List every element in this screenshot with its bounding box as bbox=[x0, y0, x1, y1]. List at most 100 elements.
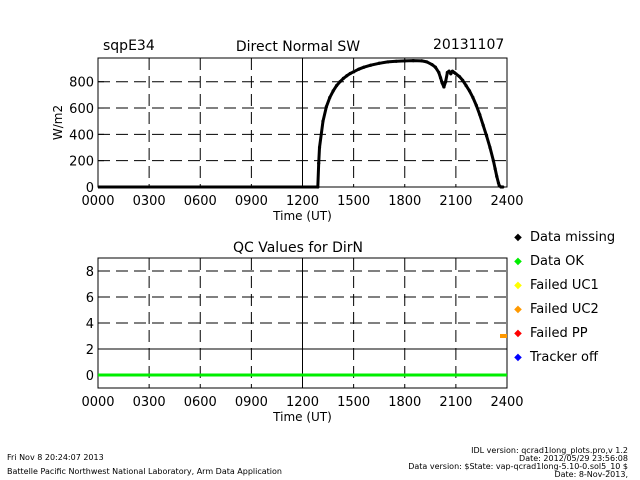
dirn-data-point bbox=[357, 67, 361, 71]
dirn-data-point bbox=[495, 174, 499, 179]
dirn-data-point bbox=[369, 63, 373, 67]
x-axis-label: Time (UT) bbox=[272, 209, 332, 223]
dirn-data-point bbox=[316, 185, 320, 189]
dirn-data-point bbox=[403, 59, 407, 63]
x-axis-label: Time (UT) bbox=[272, 410, 332, 424]
dirn-data-point bbox=[454, 72, 458, 76]
footer-date2: Date: 8-Nov-2013, bbox=[554, 470, 628, 479]
dirn-data-point bbox=[471, 95, 475, 100]
y-tick-label: 6 bbox=[86, 291, 94, 306]
dirn-data-point bbox=[317, 161, 321, 165]
dirn-data-point bbox=[317, 145, 322, 150]
dirn-data-point bbox=[440, 81, 444, 85]
dirn-data-point bbox=[474, 103, 478, 107]
dirn-data-point bbox=[420, 59, 424, 63]
legend-label: Failed UC1 bbox=[530, 278, 599, 293]
x-tick-label: 0600 bbox=[184, 194, 217, 209]
dirn-data-point bbox=[467, 89, 472, 93]
direct-normal-plot: 0000 0300 0600 0900 1200 1500 1800 2100 2400 0 200… bbox=[51, 57, 524, 223]
date-label: 20131107 bbox=[433, 37, 504, 53]
x-tick-label: 1200 bbox=[286, 194, 319, 209]
y-tick-label: 400 bbox=[69, 128, 94, 143]
dirn-data-point bbox=[430, 62, 434, 67]
dirn-data-point bbox=[328, 95, 332, 100]
dirn-data-point bbox=[444, 80, 448, 84]
footer-idl-version: IDL version: qcrad1long_plots.pro,v 1.2 bbox=[471, 446, 628, 455]
dirn-data-point bbox=[481, 123, 485, 127]
dirn-data-point bbox=[433, 65, 438, 69]
dirn-data-point bbox=[324, 105, 328, 109]
x-tick-label: 1800 bbox=[388, 194, 421, 209]
dirn-data-point bbox=[464, 84, 468, 88]
legend-marker: ◆ bbox=[514, 304, 522, 315]
qc-marker bbox=[500, 334, 507, 338]
dirn-data-point bbox=[334, 84, 339, 88]
x-tick-label: 1500 bbox=[337, 395, 370, 410]
dirn-data-point bbox=[478, 113, 482, 117]
dirn-data-point bbox=[425, 60, 429, 64]
dirn-data-point bbox=[461, 78, 465, 82]
dirn-data-point bbox=[501, 185, 505, 189]
dirn-data-point bbox=[488, 145, 492, 150]
dirn-data-point bbox=[348, 71, 352, 76]
dirn-data-point bbox=[352, 70, 356, 74]
dirn-data-point bbox=[447, 69, 451, 73]
x-tick-label: 2400 bbox=[490, 194, 523, 209]
dirn-data-point bbox=[331, 89, 335, 93]
dirn-data-point bbox=[438, 76, 443, 80]
dirn-data-point bbox=[338, 80, 342, 84]
legend-marker: ◆ bbox=[514, 280, 522, 291]
legend-marker: ◆ bbox=[514, 232, 522, 243]
legend-marker: ◆ bbox=[514, 256, 522, 267]
dirn-data-point bbox=[496, 181, 501, 185]
x-tick-label: 0000 bbox=[81, 395, 114, 410]
legend-label: Data OK bbox=[530, 254, 584, 269]
legend-label: Failed UC2 bbox=[530, 302, 599, 317]
dirn-series-line bbox=[98, 59, 503, 189]
x-tick-label: 0900 bbox=[235, 194, 268, 209]
qc-values-plot: 0000 0300 0600 0900 1200 1500 1800 2100 2400 0 2 4 6… bbox=[81, 257, 524, 424]
x-tick-label: 1200 bbox=[286, 395, 319, 410]
legend-label: Data missing bbox=[530, 230, 615, 245]
chart-title: Direct Normal SW bbox=[236, 39, 360, 55]
legend-label: Tracker off bbox=[529, 350, 599, 365]
x-tick-label: 0300 bbox=[133, 395, 166, 410]
y-tick-label: 2 bbox=[86, 343, 94, 358]
y-tick-label: 600 bbox=[69, 102, 94, 117]
legend-label: Failed PP bbox=[530, 326, 588, 341]
dirn-data-point bbox=[484, 134, 489, 138]
x-tick-label: 2400 bbox=[490, 395, 523, 410]
legend: ◆ Data missing ◆ Data OK ◆ Failed UC1 ◆ Failed … bbox=[514, 230, 615, 365]
x-tick-label: 2100 bbox=[439, 395, 472, 410]
dirn-data-point bbox=[321, 119, 325, 123]
y-tick-label: 4 bbox=[86, 317, 94, 332]
y-tick-label: 0 bbox=[86, 181, 94, 196]
footer-timestamp: Fri Nov 8 20:24:07 2013 bbox=[7, 453, 104, 462]
legend-marker: ◆ bbox=[514, 352, 522, 363]
dirn-data-point bbox=[341, 76, 345, 81]
legend-marker: ◆ bbox=[514, 328, 522, 339]
x-tick-label: 0900 bbox=[235, 395, 268, 410]
dirn-data-point bbox=[362, 65, 366, 69]
y-tick-label: 8 bbox=[86, 265, 94, 280]
qc-title: QC Values for DirN bbox=[233, 240, 363, 256]
x-tick-label: 1800 bbox=[388, 395, 421, 410]
x-tick-label: 2100 bbox=[439, 194, 472, 209]
dirn-data-point bbox=[449, 72, 453, 76]
dirn-data-point bbox=[345, 74, 349, 78]
footer-data-version: Data version: $State: vap-qcrad1long-5.1… bbox=[408, 462, 628, 471]
dirn-data-point bbox=[437, 70, 441, 75]
dirn-data-point bbox=[442, 85, 446, 89]
dirn-data-point bbox=[394, 59, 398, 63]
x-tick-label: 1500 bbox=[337, 194, 370, 209]
dirn-data-point bbox=[493, 166, 497, 171]
dirn-data-point bbox=[386, 60, 390, 64]
dirn-data-point bbox=[377, 61, 381, 65]
y-axis-label: W/m2 bbox=[51, 105, 65, 140]
y-tick-label: 200 bbox=[69, 155, 94, 170]
y-tick-label: 0 bbox=[86, 369, 94, 384]
x-tick-label: 0600 bbox=[184, 395, 217, 410]
y-tick-label: 800 bbox=[69, 76, 94, 91]
dirn-data-point bbox=[411, 59, 415, 63]
